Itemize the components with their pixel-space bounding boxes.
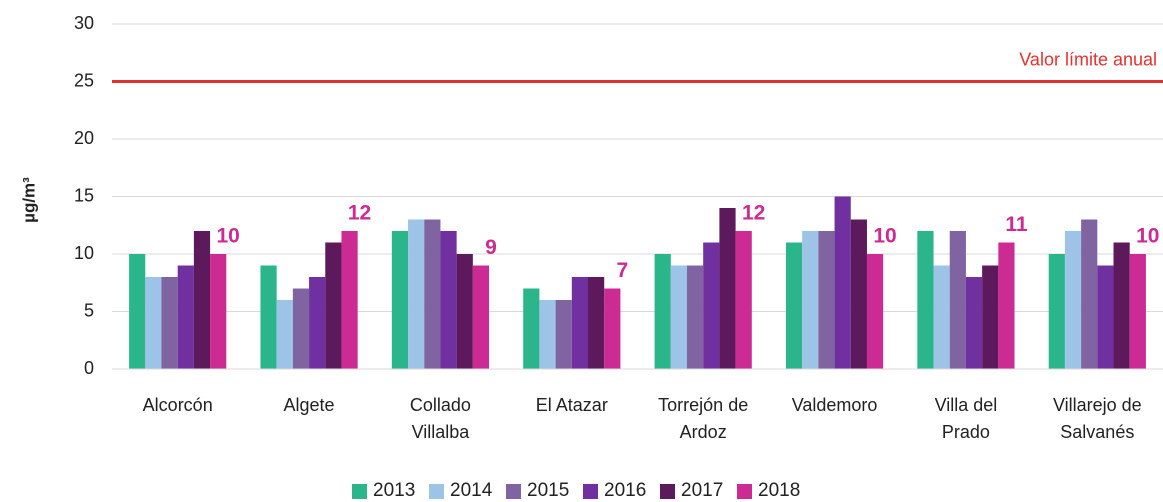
bar (719, 208, 736, 369)
x-tick-label: Torrejón de Ardoz (658, 395, 749, 442)
legend-swatch (506, 483, 521, 499)
legend-item: 2016 (583, 480, 646, 502)
legend-label: 2017 (681, 480, 724, 501)
bar (193, 231, 211, 369)
bar (588, 277, 605, 369)
bar (802, 231, 819, 369)
bar (1097, 265, 1114, 369)
bar (424, 219, 441, 369)
reference-label: Valor límite anual (1019, 49, 1157, 69)
bar (785, 242, 803, 369)
legend-item: 2013 (352, 480, 415, 502)
x-tick-label: Villa del Prado (934, 395, 998, 442)
y-tick-label: 5 (84, 300, 94, 320)
bar (161, 277, 178, 369)
bar (670, 265, 687, 369)
bar (834, 196, 851, 369)
legend-label: 2018 (758, 480, 801, 501)
y-axis-label: µg/m³ (19, 177, 38, 223)
legend-swatch (583, 483, 598, 499)
bar (1081, 219, 1098, 369)
bar (260, 265, 277, 369)
legend-swatch (660, 483, 675, 499)
y-tick-label: 10 (74, 243, 94, 263)
data-label: 10 (1136, 225, 1159, 248)
bar (866, 254, 884, 369)
data-label: 9 (485, 236, 497, 259)
bar (309, 277, 326, 369)
legend-item: 2017 (660, 480, 723, 502)
bar (703, 242, 720, 369)
legend-label: 2016 (604, 480, 647, 501)
bar (177, 265, 194, 369)
legend-item: 2018 (737, 480, 800, 502)
y-tick-label: 15 (74, 185, 94, 205)
bar (440, 231, 457, 369)
bar (1064, 231, 1082, 369)
legend-label: 2015 (527, 480, 570, 501)
data-label: 10 (217, 225, 240, 248)
bar (341, 231, 358, 369)
legend-swatch (737, 483, 752, 499)
y-tick-label: 30 (74, 13, 94, 33)
bar (276, 300, 293, 369)
x-tick-label: Alcorcón (142, 395, 213, 415)
bar (735, 231, 752, 369)
bar (472, 265, 490, 369)
bar (539, 300, 556, 369)
bar (456, 254, 473, 369)
bar (949, 231, 966, 369)
bar (965, 277, 983, 369)
bar (325, 242, 342, 369)
y-tick-label: 0 (84, 358, 94, 378)
data-label: 12 (348, 202, 371, 225)
bar (408, 219, 425, 369)
x-tick-label: Collado Villalba (409, 395, 471, 442)
bar (1048, 254, 1065, 369)
bar (210, 254, 227, 369)
bar (982, 265, 999, 369)
x-tick-label: Valdemoro (791, 395, 878, 415)
bar (654, 254, 671, 369)
bar (1129, 254, 1146, 369)
legend-swatch (429, 483, 444, 499)
x-tick-label: Villarejo de Salvanés (1052, 395, 1142, 442)
x-tick-label: El Atazar (535, 395, 608, 415)
bar (292, 288, 310, 369)
bar (555, 300, 572, 369)
bar (1113, 242, 1130, 369)
y-tick-label: 20 (74, 128, 94, 148)
bar (129, 254, 146, 369)
legend-item: 2014 (429, 480, 492, 502)
bar (604, 288, 621, 369)
data-label: 10 (873, 225, 896, 248)
bar (523, 288, 540, 369)
bar (571, 277, 589, 369)
bar (818, 231, 835, 369)
legend-label: 2013 (373, 480, 416, 501)
data-label: 7 (616, 259, 628, 282)
y-tick-label: 25 (74, 70, 94, 90)
data-label: 12 (742, 202, 765, 225)
data-label: 11 (1005, 213, 1028, 236)
bar (145, 277, 162, 369)
bar (917, 231, 934, 369)
bar (933, 265, 950, 369)
bar (391, 231, 409, 369)
bar (686, 265, 704, 369)
legend-label: 2014 (450, 480, 493, 501)
legend-item: 2015 (506, 480, 569, 502)
bar (850, 219, 867, 369)
bar (998, 242, 1015, 369)
legend-swatch (352, 483, 367, 499)
x-tick-label: Algete (283, 395, 335, 415)
